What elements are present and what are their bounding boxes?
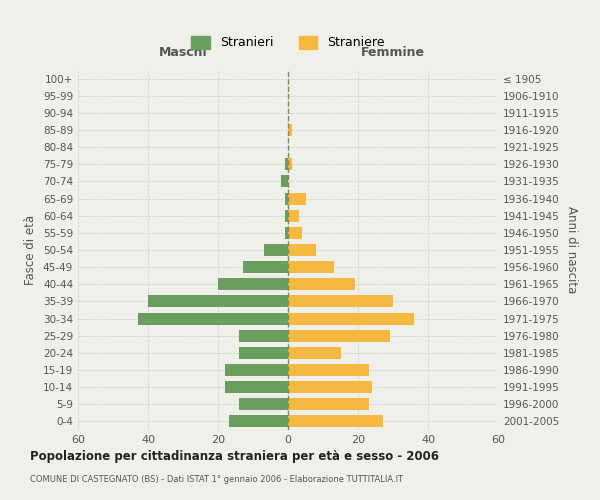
Text: Maschi: Maschi (158, 46, 208, 60)
Bar (288, 296, 393, 308)
Bar (263, 244, 288, 256)
Bar (288, 364, 368, 376)
Legend: Stranieri, Straniere: Stranieri, Straniere (185, 30, 391, 56)
Bar (288, 244, 316, 256)
Bar (288, 158, 292, 170)
Bar (284, 210, 288, 222)
Bar (288, 381, 372, 393)
Bar (288, 227, 302, 239)
Bar (288, 347, 341, 359)
Bar (288, 124, 292, 136)
Bar (281, 176, 288, 188)
Bar (288, 416, 383, 428)
Bar (239, 347, 288, 359)
Y-axis label: Anni di nascita: Anni di nascita (565, 206, 578, 294)
Text: Femmine: Femmine (361, 46, 425, 60)
Bar (218, 278, 288, 290)
Bar (225, 381, 288, 393)
Bar (239, 398, 288, 410)
Bar (229, 416, 288, 428)
Text: Popolazione per cittadinanza straniera per età e sesso - 2006: Popolazione per cittadinanza straniera p… (30, 450, 439, 463)
Bar (239, 330, 288, 342)
Text: COMUNE DI CASTEGNATO (BS) - Dati ISTAT 1° gennaio 2006 - Elaborazione TUTTITALIA: COMUNE DI CASTEGNATO (BS) - Dati ISTAT 1… (30, 475, 403, 484)
Bar (288, 330, 389, 342)
Bar (284, 192, 288, 204)
Bar (284, 227, 288, 239)
Bar (288, 261, 334, 273)
Bar (288, 278, 355, 290)
Bar (284, 158, 288, 170)
Bar (288, 312, 414, 324)
Bar (288, 192, 305, 204)
Bar (137, 312, 288, 324)
Bar (148, 296, 288, 308)
Bar (242, 261, 288, 273)
Y-axis label: Fasce di età: Fasce di età (25, 215, 37, 285)
Bar (288, 398, 368, 410)
Bar (225, 364, 288, 376)
Bar (288, 210, 299, 222)
